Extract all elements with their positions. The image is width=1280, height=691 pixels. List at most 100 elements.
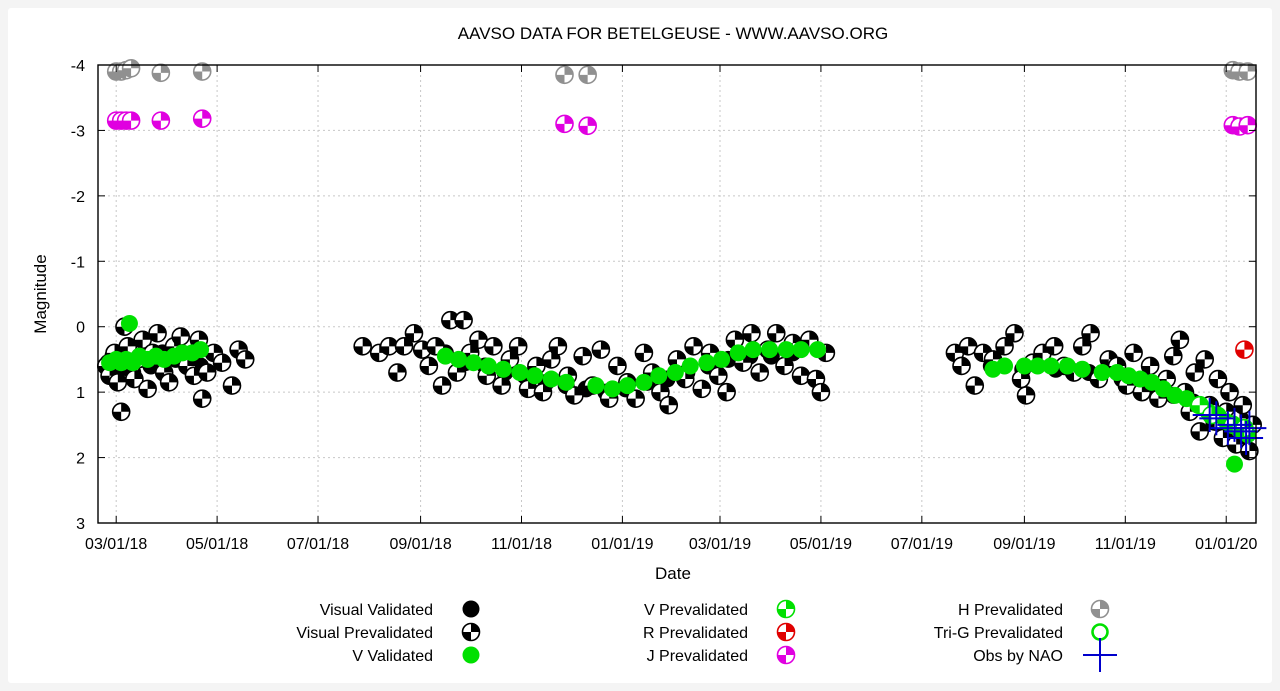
data-point — [394, 337, 414, 356]
marker-quarter-fill — [134, 370, 143, 380]
legend-marker — [1091, 623, 1109, 641]
data-point — [626, 389, 645, 408]
marker-quarter-fill — [792, 375, 802, 385]
data-point — [511, 364, 529, 382]
marker-disc — [465, 354, 483, 372]
marker-quarter-fill — [693, 337, 703, 347]
marker-quarter-fill — [478, 375, 487, 385]
marker-disc — [996, 357, 1014, 375]
marker-quarter-fill — [1026, 386, 1035, 396]
marker-quarter-fill — [198, 372, 208, 382]
data-point — [235, 350, 255, 369]
marker-quarter-fill — [1082, 333, 1091, 342]
data-point — [192, 389, 212, 408]
data-point — [125, 369, 144, 389]
marker-quarter-fill — [222, 354, 231, 363]
data-point — [791, 366, 811, 386]
marker-quarter-fill — [1166, 370, 1176, 380]
marker-quarter-fill — [1181, 411, 1190, 421]
marker-quarter-fill — [193, 398, 203, 408]
series-r-prevalidated — [1235, 340, 1254, 359]
x-tick-label: 07/01/18 — [287, 536, 349, 553]
marker-quarter-fill — [518, 337, 527, 347]
data-point — [698, 354, 716, 372]
data-point — [121, 111, 141, 130]
chart-panel: AAVSO DATA FOR BETELGEUSE - WWW.AAVSO.OR… — [8, 8, 1272, 683]
data-point — [952, 356, 971, 376]
marker-disc — [729, 344, 747, 362]
marker-quarter-fill — [710, 344, 719, 353]
data-point — [1233, 395, 1253, 415]
data-point — [777, 341, 795, 359]
x-tick-label: 11/01/19 — [1095, 536, 1156, 553]
marker-quarter-fill — [149, 333, 158, 342]
data-point — [775, 356, 794, 376]
y-tick-label: 2 — [76, 451, 85, 468]
data-point — [1238, 115, 1258, 135]
legend-label: Tri-G Prevalidated — [934, 625, 1063, 642]
marker-quarter-fill — [617, 357, 626, 366]
marker-quarter-fill — [946, 352, 955, 362]
legend-label: V Prevalidated — [644, 602, 748, 619]
marker-quarter-fill — [1209, 379, 1218, 388]
marker-quarter-fill — [223, 385, 232, 395]
marker-quarter-fill — [435, 337, 444, 347]
marker-quarter-fill — [1065, 372, 1075, 382]
data-point — [1190, 422, 1210, 441]
marker-quarter-fill — [587, 117, 597, 126]
marker-quarter-fill — [807, 379, 816, 388]
marker-quarter-fill — [413, 349, 423, 359]
legend-marker — [776, 622, 796, 642]
data-point — [681, 357, 699, 375]
marker-quarter-fill — [160, 64, 170, 73]
marker-quarter-fill — [734, 331, 744, 340]
marker-quarter-fill — [825, 344, 835, 353]
data-point — [1220, 382, 1239, 402]
data-point — [684, 337, 703, 356]
plot-frame — [97, 64, 1257, 524]
marker-quarter-fill — [442, 377, 451, 386]
marker-quarter-fill — [413, 324, 423, 334]
marker-quarter-fill — [718, 367, 727, 376]
data-point — [650, 367, 668, 385]
marker-quarter-fill — [1091, 609, 1100, 618]
y-tick-label: -1 — [71, 254, 85, 271]
marker-quarter-fill — [812, 392, 821, 401]
marker-disc — [494, 360, 512, 378]
marker-quarter-fill — [1100, 600, 1109, 609]
marker-quarter-fill — [1239, 125, 1248, 134]
data-point — [635, 373, 653, 391]
marker-quarter-fill — [213, 362, 223, 372]
data-point — [744, 341, 762, 359]
marker-disc — [792, 341, 810, 359]
series-j-prevalidated — [106, 109, 1258, 136]
data-point — [108, 373, 128, 392]
marker-quarter-fill — [1150, 357, 1159, 366]
marker-quarter-fill — [556, 123, 565, 133]
data-point — [557, 373, 575, 391]
marker-quarter-fill — [1004, 337, 1014, 347]
marker-quarter-fill — [734, 362, 744, 372]
marker-quarter-fill — [1149, 398, 1159, 408]
marker-quarter-fill — [131, 112, 140, 121]
marker-quarter-fill — [1235, 349, 1245, 359]
data-point — [1232, 411, 1267, 446]
data-point — [766, 323, 786, 343]
marker-quarter-fill — [549, 346, 558, 355]
x-tick-label: 03/01/19 — [689, 536, 751, 553]
marker-quarter-fill — [718, 392, 727, 401]
marker-quarter-fill — [1194, 364, 1204, 373]
x-tick-label: 11/01/18 — [491, 536, 552, 553]
marker-quarter-fill — [388, 372, 398, 382]
legend-marker — [1083, 638, 1117, 672]
marker-quarter-fill — [1171, 339, 1180, 349]
marker-quarter-fill — [433, 385, 443, 395]
data-point — [121, 58, 141, 78]
marker-quarter-fill — [478, 331, 487, 340]
marker-quarter-fill — [245, 350, 254, 360]
data-point — [1225, 455, 1243, 473]
data-point — [1163, 346, 1183, 366]
data-point — [1124, 343, 1143, 363]
marker-quarter-fill — [471, 623, 480, 632]
y-axis-label: Magnitude — [31, 254, 50, 333]
